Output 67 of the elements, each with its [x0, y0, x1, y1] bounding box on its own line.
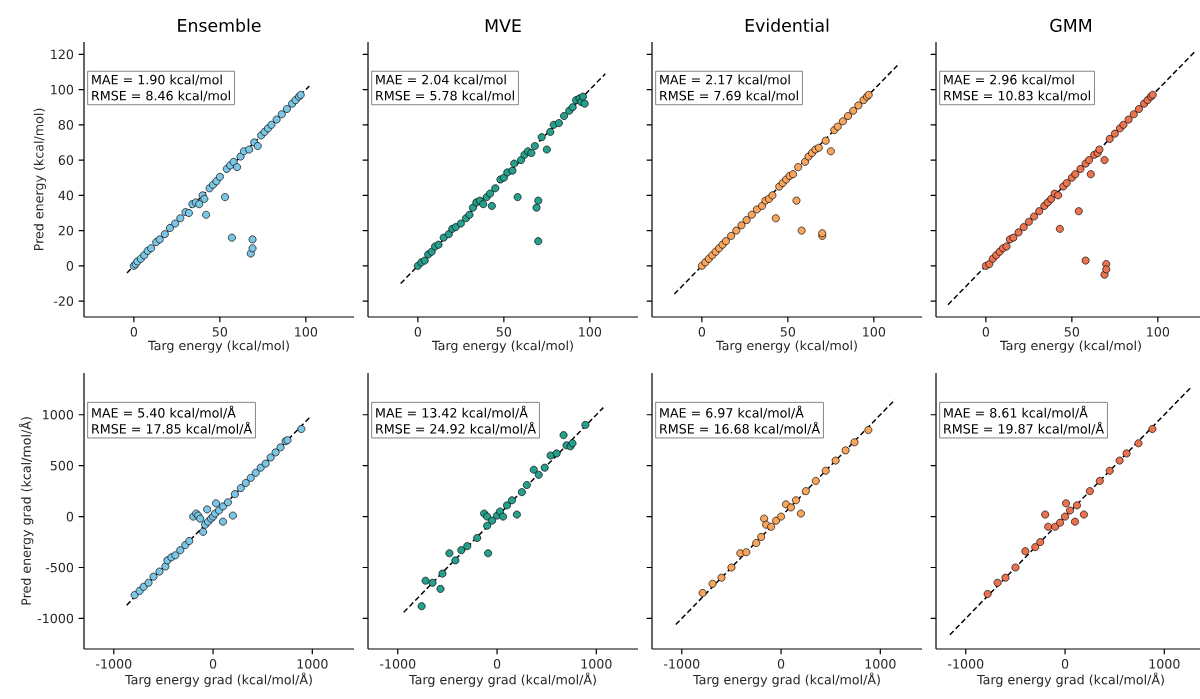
annotation: MAE = 2.17 kcal/mol — [660, 74, 790, 86]
x-tick-label: 0 — [982, 327, 990, 337]
x-axis-title: Targ energy (kcal/mol) — [431, 340, 573, 353]
x-tick-label: 50 — [496, 327, 512, 337]
y-tick-label: 100 — [51, 84, 74, 95]
x-tick-label: 50 — [212, 327, 228, 337]
x-tick-label: 0 — [209, 659, 217, 669]
y-tick-label: 20 — [58, 225, 74, 236]
x-axis-title: Targ energy grad (kcal/mol/Å) — [124, 672, 312, 687]
x-tick-label: 0 — [777, 659, 785, 669]
x-tick-label: 1000 — [297, 659, 328, 669]
chart-title: Evidential — [745, 18, 829, 32]
x-tick-label: -1000 — [948, 659, 984, 669]
annotation: MAE = 6.97 kcal/mol/Å — [660, 405, 804, 419]
y-tick-label: 1000 — [43, 409, 74, 420]
annotation: MAE = 2.04 kcal/mol — [376, 74, 506, 86]
x-axis-title: Targ energy (kcal/mol) — [147, 340, 289, 353]
x-tick-label: 0 — [1061, 659, 1069, 669]
y-tick-label: -500 — [45, 562, 74, 573]
y-tick-label: 500 — [50, 460, 74, 471]
annotation: RMSE = 10.83 kcal/mol — [944, 90, 1090, 102]
annotation: MAE = 5.40 kcal/mol/Å — [92, 405, 236, 419]
y-axis-title: Pred energy (kcal/mol) — [33, 108, 46, 251]
annotation: RMSE = 16.68 kcal/mol/Å — [660, 421, 820, 435]
y-tick-label: 80 — [58, 120, 74, 130]
annotation: MAE = 8.61 kcal/mol/Å — [944, 405, 1088, 419]
x-tick-label: 0 — [130, 327, 138, 337]
x-axis-title: Targ energy grad (kcal/mol/Å) — [976, 672, 1164, 687]
x-axis-title: Targ energy (kcal/mol) — [999, 340, 1141, 353]
chart-title: MVE — [485, 19, 521, 32]
x-tick-label: 1000 — [581, 659, 612, 669]
annotation: RMSE = 8.46 kcal/mol — [92, 90, 230, 102]
y-tick-label: -20 — [53, 296, 74, 306]
x-tick-label: 100 — [579, 327, 602, 337]
x-tick-label: 1000 — [865, 659, 896, 669]
annotation: RMSE = 7.69 kcal/mol — [660, 90, 798, 102]
y-axis-title: Pred energy grad (kcal/mol/Å) — [18, 417, 34, 605]
y-tick-label: 0 — [66, 261, 74, 271]
y-tick-label: 0 — [66, 511, 74, 522]
annotation: MAE = 2.96 kcal/mol — [944, 74, 1074, 86]
x-tick-label: 100 — [295, 327, 318, 337]
y-tick-label: 40 — [58, 190, 74, 201]
x-tick-label: 100 — [863, 327, 886, 337]
x-tick-label: -1000 — [96, 659, 132, 669]
x-tick-label: 0 — [698, 327, 706, 337]
x-tick-label: 50 — [780, 327, 796, 337]
x-axis-title: Targ energy (kcal/mol) — [715, 340, 857, 353]
x-tick-label: 1000 — [1149, 659, 1180, 669]
y-tick-label: 120 — [51, 49, 74, 60]
x-axis-title: Targ energy grad (kcal/mol/Å) — [692, 672, 880, 687]
y-tick-label: 60 — [58, 155, 74, 165]
annotation: MAE = 13.42 kcal/mol/Å — [376, 405, 528, 419]
x-tick-label: 0 — [493, 659, 501, 669]
x-tick-label: -1000 — [664, 659, 700, 669]
x-axis-title: Targ energy grad (kcal/mol/Å) — [408, 672, 596, 687]
annotation: RMSE = 17.85 kcal/mol/Å — [92, 421, 253, 435]
chart-title: GMM — [1050, 18, 1091, 32]
x-tick-label: 50 — [1064, 327, 1080, 337]
annotation: RMSE = 19.87 kcal/mol/Å — [944, 421, 1104, 435]
annotation: RMSE = 5.78 kcal/mol — [376, 90, 514, 102]
annotation: RMSE = 24.92 kcal/mol/Å — [376, 421, 536, 435]
x-tick-label: 100 — [1147, 327, 1170, 337]
x-tick-label: 0 — [414, 327, 422, 337]
x-tick-label: -1000 — [380, 659, 416, 669]
chart-title: Ensemble — [178, 18, 261, 32]
y-tick-label: -1000 — [37, 613, 74, 624]
annotation: MAE = 1.90 kcal/mol — [92, 74, 222, 86]
